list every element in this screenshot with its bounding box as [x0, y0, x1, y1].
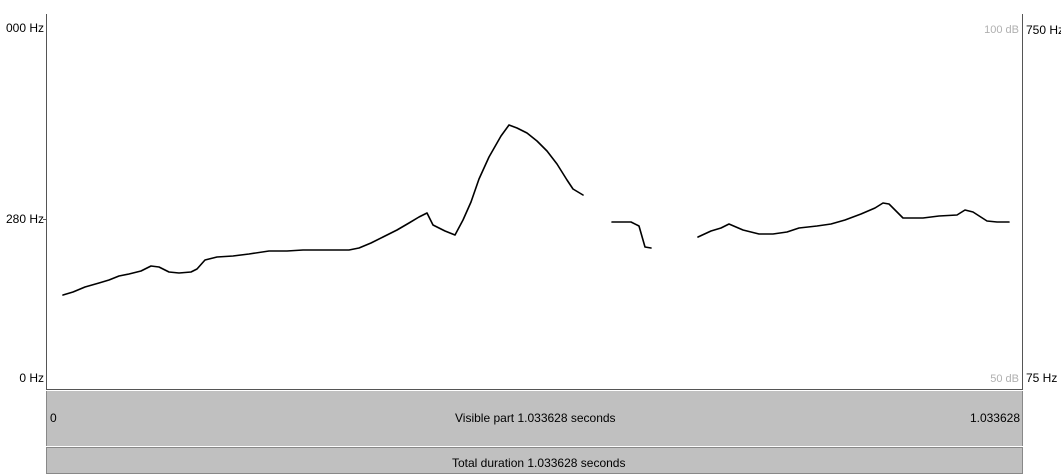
db-bottom-label: 50 dB	[990, 373, 1019, 385]
time-end-label: 1.033628	[969, 411, 1020, 425]
visible-part-bar[interactable]: 0 Visible part 1.033628 seconds 1.033628	[46, 391, 1023, 446]
pitch-plot-area[interactable]	[46, 14, 1023, 390]
db-top-label: 100 dB	[984, 24, 1019, 36]
pitch-curve-segment	[611, 221, 652, 249]
left-axis-bottom-label: 0 Hz	[19, 371, 44, 385]
total-duration-label: Total duration 1.033628 seconds	[452, 456, 626, 470]
left-axis-top-label: 000 Hz	[5, 21, 44, 35]
pitch-curve-svg	[62, 124, 1010, 296]
left-axis-mid-label: 280 Hz	[5, 212, 44, 226]
right-axis-bottom-label: 75 Hz	[1026, 371, 1058, 385]
right-axis-top-label: 750 Hz	[1026, 23, 1061, 37]
total-duration-bar[interactable]: Total duration 1.033628 seconds	[46, 447, 1023, 474]
right-axis-margin	[1024, 0, 1061, 474]
left-axis-margin	[0, 0, 46, 474]
time-start-label: 0	[50, 411, 57, 425]
visible-part-label: Visible part 1.033628 seconds	[455, 411, 616, 425]
left-axis-mid-tick	[43, 219, 47, 220]
pitch-curve-segment	[697, 202, 1010, 238]
pitch-curve-segment	[62, 124, 584, 296]
